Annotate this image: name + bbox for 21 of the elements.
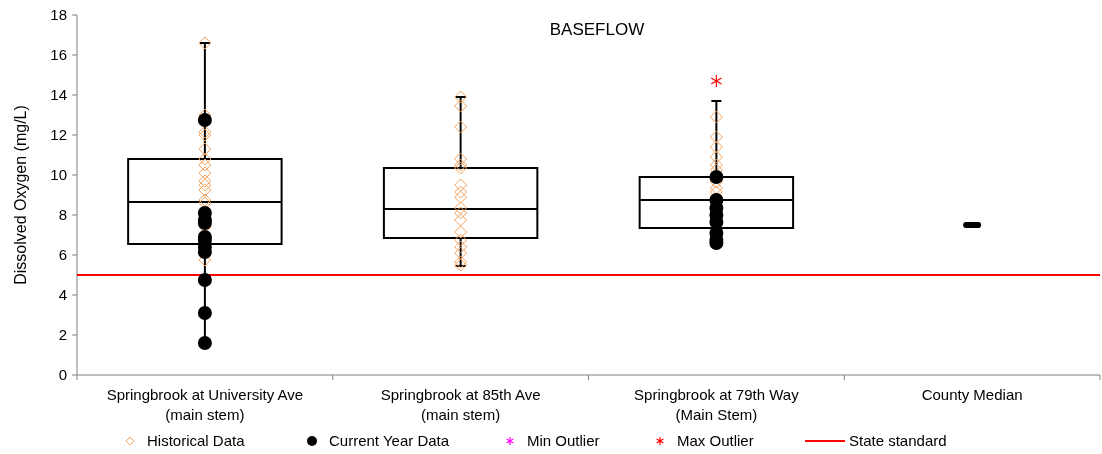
legend-label: Historical Data: [147, 432, 246, 449]
y-tick-label: 18: [50, 6, 67, 23]
y-tick-label: 16: [50, 46, 67, 63]
y-tick-label: 6: [58, 246, 67, 263]
y-tick-label: 4: [58, 286, 67, 303]
y-tick-label: 8: [58, 206, 67, 223]
legend-label: Max Outlier: [677, 432, 754, 449]
legend-label: Min Outlier: [527, 432, 600, 449]
y-tick-label: 14: [50, 86, 67, 103]
legend-label: Current Year Data: [329, 432, 450, 449]
x-tick-label: Springbrook at University Ave (main stem): [106, 386, 304, 423]
y-tick-label: 0: [58, 366, 67, 383]
y-axis-title: Dissolved Oxygen (mg/L): [12, 105, 29, 285]
y-tick-label: 10: [50, 166, 67, 183]
chart-title: BASEFLOW: [549, 20, 645, 39]
x-tick-label: Springbrook at 85th Ave (main stem): [380, 386, 541, 423]
legend-label: State standard: [849, 432, 947, 449]
x-tick-label: Springbrook at 79th Way (Main Stem): [634, 386, 800, 423]
y-tick-label: 12: [50, 126, 67, 143]
y-tick-label: 2: [58, 326, 67, 343]
x-tick-label: County Median: [921, 386, 1023, 403]
